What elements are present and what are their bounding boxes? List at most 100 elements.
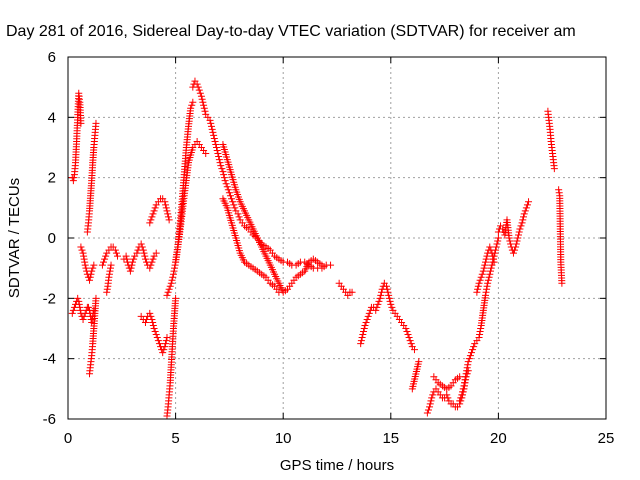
data-point [219, 168, 227, 176]
data-point [212, 144, 220, 151]
data-point [515, 228, 523, 236]
data-point [522, 204, 530, 212]
data-point [505, 234, 513, 242]
axis-ticks: 0 5 10 15 20 25 -6 -4 -2 0 2 4 6 [43, 49, 615, 447]
data-point [473, 288, 481, 296]
data-point [428, 394, 436, 402]
data-point [152, 331, 160, 339]
data-point [105, 270, 113, 278]
data-point [217, 162, 225, 170]
data-point [149, 255, 157, 263]
data-point [163, 207, 171, 215]
data-point [476, 276, 484, 284]
data-point [482, 255, 490, 263]
data-point [487, 267, 495, 275]
data-point [488, 249, 496, 257]
data-point [146, 264, 154, 272]
data-point [87, 270, 95, 278]
data-point [210, 134, 218, 142]
data-point [89, 264, 97, 272]
data-point [512, 240, 520, 248]
data-point [359, 331, 367, 339]
data-point [112, 249, 120, 257]
data-point [462, 370, 470, 378]
data-point [193, 80, 201, 88]
data-point [199, 98, 207, 106]
data-point [141, 252, 149, 260]
x-tick-label: 0 [64, 430, 72, 447]
data-point [525, 198, 533, 206]
data-point [461, 379, 469, 387]
plot-frame [67, 56, 607, 420]
data-point [207, 122, 215, 130]
data-point [90, 261, 98, 269]
data-point [476, 328, 484, 336]
data-point [81, 258, 89, 266]
x-tick-label: 10 [275, 430, 292, 447]
data-point [164, 288, 172, 296]
data-point [127, 264, 135, 272]
data-point [494, 234, 502, 242]
data-point [231, 204, 239, 212]
data-point [372, 306, 380, 314]
data-point [80, 252, 88, 260]
grid-lines [68, 57, 606, 419]
data-point [198, 95, 206, 103]
data-point [375, 297, 383, 305]
data-point [363, 315, 371, 323]
data-points [68, 77, 566, 420]
data-point [148, 258, 156, 266]
data-point [75, 300, 83, 308]
data-point [169, 270, 177, 278]
data-point [200, 101, 208, 109]
data-point [149, 210, 157, 218]
y-tick-label: -2 [43, 290, 56, 307]
data-point [194, 83, 202, 91]
data-point [429, 391, 437, 399]
data-point [195, 86, 203, 94]
data-point [161, 198, 169, 206]
data-point [365, 309, 373, 317]
data-point [163, 334, 171, 342]
data-point [210, 131, 218, 139]
data-point [474, 285, 482, 293]
data-point [149, 321, 157, 329]
data-point [77, 119, 85, 127]
data-point [444, 394, 452, 402]
data-point [374, 300, 382, 308]
data-point [80, 255, 88, 263]
data-point [128, 261, 136, 269]
data-point [483, 282, 491, 290]
data-point [520, 213, 528, 221]
data-point [426, 403, 434, 411]
data-point [426, 400, 434, 408]
data-point [162, 201, 170, 209]
data-point [98, 261, 106, 269]
data-point [74, 294, 82, 302]
data-point [407, 340, 415, 348]
data-point [403, 328, 411, 336]
data-point [171, 261, 179, 269]
data-point [164, 213, 172, 221]
data-point [476, 331, 484, 339]
data-point [207, 119, 215, 127]
data-point [470, 343, 478, 351]
data-point [484, 279, 492, 287]
data-point [86, 273, 94, 281]
data-point [105, 273, 113, 281]
data-point [137, 240, 145, 248]
data-point [101, 255, 109, 263]
data-point [80, 312, 88, 320]
data-point [410, 346, 418, 354]
y-tick-label: -6 [43, 411, 56, 428]
data-point [123, 255, 131, 263]
data-point [140, 249, 148, 257]
data-point [206, 116, 214, 124]
data-point [162, 337, 170, 345]
data-point [373, 303, 381, 311]
data-point [423, 409, 431, 417]
data-point [169, 273, 177, 281]
data-point [150, 207, 158, 215]
data-point [79, 249, 87, 257]
